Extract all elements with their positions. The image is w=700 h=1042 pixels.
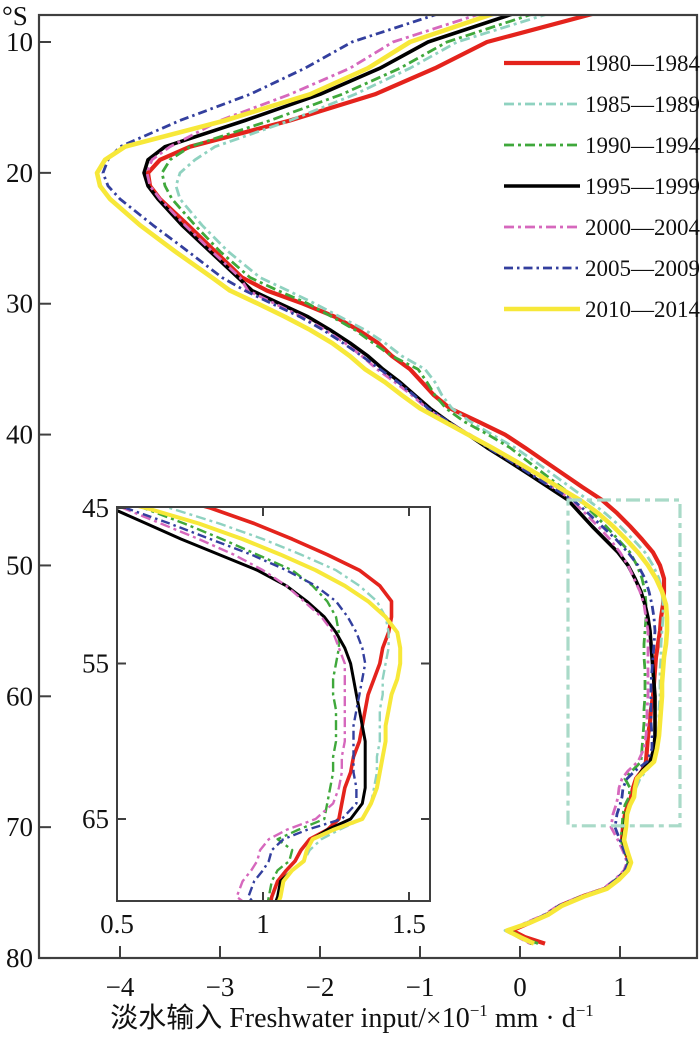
legend-label-1985-1989: 1985—1989 [585,92,700,117]
y-axis-tick-label: 80 [6,943,33,973]
zoom-region-rectangle [566,498,682,828]
legend-label-1995-1999: 1995—1999 [585,174,700,199]
x-axis-tick-label: −1 [406,972,435,1002]
inset-plot-curves [117,507,403,901]
y-axis-tick-label: 60 [6,681,33,711]
legend-label-1990-1994: 1990—1994 [585,133,700,158]
inset-series-line-1980-1984 [199,507,394,901]
inset-x-tick-label: 0.5 [100,909,134,939]
inset-frame [116,506,431,902]
series-line-2000-2004 [145,15,650,945]
legend-label-1980-1984: 1980—1984 [585,51,700,76]
legend-label-2005-2009: 2005—2009 [585,256,700,281]
inset-y-tick-label: 45 [82,493,109,523]
legend: 1980—1984 1985—1989 1990—1994 1995—1999 2000… [504,51,700,322]
inset-series-line-2000-2004 [117,507,346,901]
x-axis-tick-label: −2 [306,972,335,1002]
x-axis-tick-label: −3 [206,972,235,1002]
inset-series-line-1985-1989 [162,507,390,901]
inset-y-tick-label: 55 [82,649,109,679]
inset-y-tick-label: 65 [82,804,109,834]
x-axis-title: 淡水输入 Freshwater input/×10−1 mm · d−1 [110,1001,594,1034]
x-axis-title-sup2: −1 [576,1001,594,1020]
inset-series-line-1990-1994 [135,507,341,901]
x-axis-title-base: 淡水输入 Freshwater input/×10 [110,1002,470,1034]
x-axis-tick-label: 1 [613,972,627,1002]
y-axis-tick-label: 20 [6,158,33,188]
inset-series-line-2005-2009 [117,507,367,901]
inset-x-tick-label: 1 [256,909,270,939]
x-axis-title-sup: −1 [470,1001,488,1020]
x-axis-tick-label: −4 [106,972,135,1002]
y-axis-unit-label: °S [2,1,28,31]
y-axis-tick-label: 40 [6,420,33,450]
inset-x-tick-label: 1.5 [392,909,426,939]
series-line-2005-2009 [101,15,657,945]
main-plot-frame [37,13,699,960]
y-axis-tick-label: 30 [6,289,33,319]
x-axis-tick-label: 0 [513,972,527,1002]
inset-series-line-2010-2014 [133,507,403,901]
y-axis-tick-label: 50 [6,550,33,580]
main-plot-curves [94,15,670,946]
x-axis-title-base2: mm · d [488,1003,576,1034]
legend-label-2010-2014: 2010—2014 [585,297,700,322]
inset-background [117,507,430,901]
series-line-2010-2014 [94,15,670,946]
legend-label-2000-2004: 2000—2004 [585,215,700,240]
y-axis-tick-label: 70 [6,812,33,842]
y-axis-tick-label: 10 [6,27,33,57]
